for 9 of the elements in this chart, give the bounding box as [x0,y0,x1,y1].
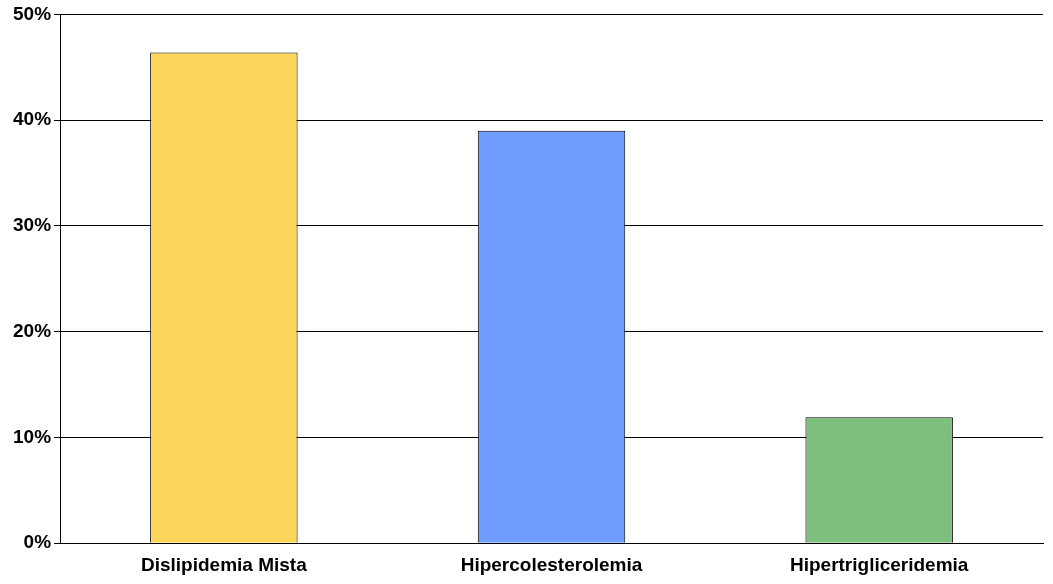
y-tick-label: 10% [13,425,52,447]
x-tick-label: Dislipidemia Mista [140,553,308,575]
x-tick-label: Hipertrigliceridemia [789,553,969,575]
y-tick-label: 0% [23,531,52,553]
y-tick-label: 40% [13,108,52,130]
y-tick-label: 20% [13,319,52,341]
y-tick-label: 30% [13,214,52,236]
y-tick-label: 50% [13,2,52,24]
x-tick-label: Hipercolesterolemia [460,553,643,575]
